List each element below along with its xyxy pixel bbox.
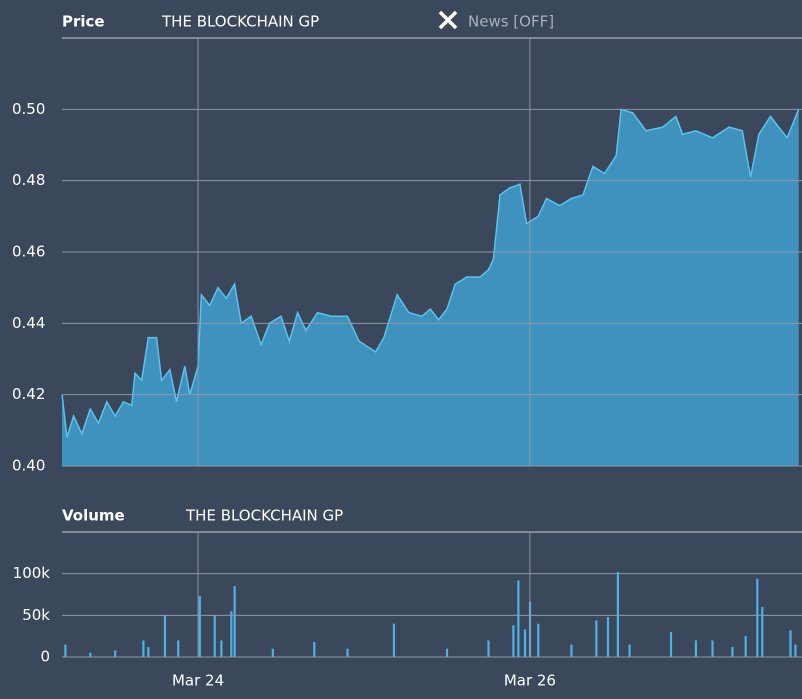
price-area <box>62 109 799 466</box>
volume-bar <box>147 647 150 657</box>
volume-bar <box>445 648 449 657</box>
volume-bar <box>163 615 167 657</box>
volume-bar <box>487 640 490 657</box>
icon-stroke <box>438 10 458 30</box>
y-tick-label: 0.46 <box>12 243 45 261</box>
y-tick-label: 0.42 <box>12 385 45 403</box>
y-tick-label: 50k <box>22 606 50 624</box>
volume-bar <box>537 623 540 657</box>
volume-bar <box>794 644 797 657</box>
x-tick-label: Mar 24 <box>172 672 224 690</box>
news-close-icon[interactable] <box>438 10 458 30</box>
volume-bar <box>606 617 610 657</box>
volume-bar <box>89 652 92 657</box>
volume-bar <box>233 586 236 657</box>
y-tick-label: 0.44 <box>12 314 45 332</box>
volume-bar <box>313 642 316 657</box>
volume-bar <box>761 607 764 657</box>
chart-subtitle: THE BLOCKCHAIN GP <box>185 507 343 525</box>
news-toggle[interactable]: News [OFF] <box>468 13 554 31</box>
volume-bar <box>744 636 747 657</box>
volume-bar <box>213 615 216 657</box>
volume-bar <box>523 629 527 657</box>
volume-bar <box>595 620 598 657</box>
volume-bar <box>64 644 67 657</box>
volume-bar <box>731 647 734 657</box>
chart-title: Volume <box>62 507 125 525</box>
volume-bar <box>220 640 223 657</box>
volume-bar <box>271 648 274 657</box>
chart-subtitle: THE BLOCKCHAIN GP <box>161 13 319 31</box>
y-tick-label: 0 <box>40 648 50 666</box>
volume-bar <box>198 596 201 657</box>
volume-bar <box>177 640 180 657</box>
y-tick-label: 0.48 <box>12 171 45 189</box>
volume-bar <box>114 650 117 657</box>
volume-bar <box>392 623 396 657</box>
y-tick-label: 100k <box>13 564 51 582</box>
volume-bar <box>570 644 573 657</box>
volume-bar <box>230 611 233 657</box>
price-line <box>61 108 800 438</box>
volume-bar <box>694 640 698 657</box>
volume-bar <box>512 625 515 657</box>
x-tick-label: Mar 26 <box>504 672 556 690</box>
volume-bar <box>669 632 673 657</box>
volume-bar <box>756 578 759 657</box>
y-tick-label: 0.40 <box>12 457 45 475</box>
volume-bar <box>517 580 520 657</box>
chart-title: Price <box>62 13 105 31</box>
volume-bar <box>346 648 349 657</box>
volume-bar <box>616 572 620 657</box>
y-tick-label: 0.50 <box>12 100 45 118</box>
volume-bar <box>789 630 792 657</box>
volume-bar <box>628 644 631 657</box>
volume-bar <box>142 640 145 657</box>
volume-bar <box>711 640 714 657</box>
